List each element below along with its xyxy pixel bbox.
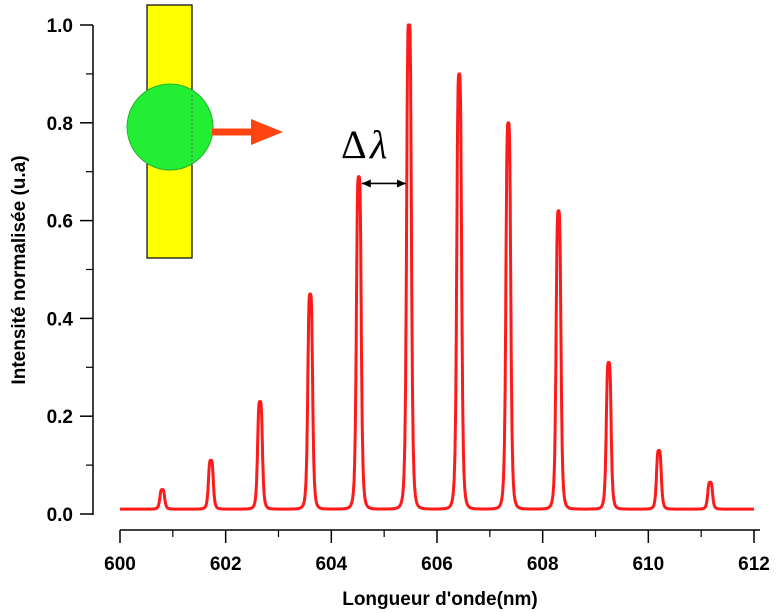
x-ticks: 600 602 604 606 608 610 612 [104,530,770,575]
spectrum-series-line [118,23,756,511]
y-tick-label: 0.4 [47,309,74,330]
x-axis-title: Longueur d'onde(nm) [342,589,538,610]
annotation-lambda: λ [369,122,387,167]
inset-green-spot [126,83,214,171]
y-axis-title: Intensité normalisée (u.a) [9,155,30,384]
annotation-arrow-head-right [396,179,406,188]
delta-lambda-annotation: Δ λ [341,122,406,188]
annotation-arrow-head-left [361,179,371,188]
x-tick-label: 602 [210,554,242,575]
inset-arrow-head [251,119,283,145]
x-tick-label: 608 [527,554,559,575]
x-tick-label: 604 [315,554,347,575]
y-tick-label: 0.6 [47,212,73,233]
x-tick-label: 606 [421,554,453,575]
annotation-delta: Δ [341,122,367,167]
inset-illustration [126,4,283,259]
x-tick-label: 610 [632,554,664,575]
y-tick-label: 0.0 [47,505,73,526]
x-tick-label: 612 [738,554,770,575]
y-tick-label: 1.0 [47,16,73,37]
y-tick-label: 0.2 [47,407,73,428]
x-tick-label: 600 [104,554,136,575]
y-tick-label: 0.8 [47,114,73,135]
y-ticks: 0.0 0.2 0.4 0.6 0.8 1.0 [47,16,93,526]
